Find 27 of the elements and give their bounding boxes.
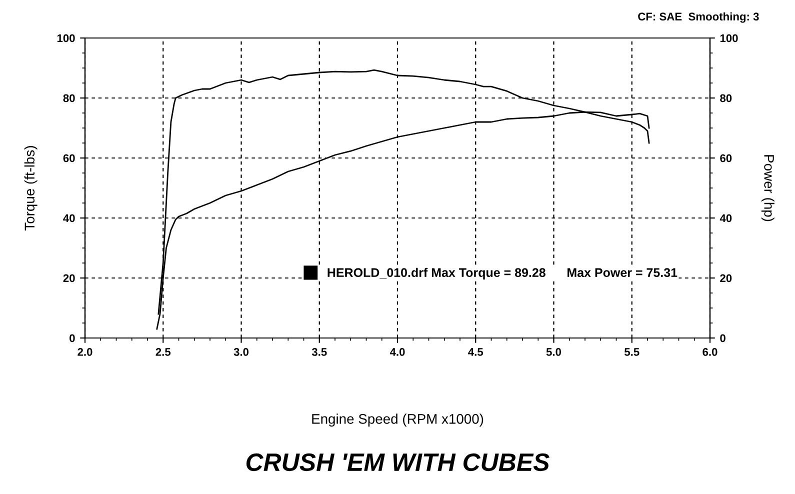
x-tick-label: 2.0	[78, 348, 92, 356]
x-tick-label: 3.5	[312, 348, 327, 356]
x-axis-title: Engine Speed (RPM x1000)	[312, 414, 484, 427]
x-tick-label: 2.5	[156, 348, 171, 356]
y2-tick-label: 60	[720, 154, 732, 162]
y2-tick-label: 100	[720, 34, 738, 42]
text: CF: SAE Smoothing: 3	[638, 12, 759, 23]
y-tick-label: 80	[63, 94, 75, 102]
text: CRUSH 'EM WITH CUBES	[246, 453, 550, 472]
x-tick-label: 5.0	[546, 348, 562, 356]
y-tick-label: 20	[63, 274, 75, 282]
y-tick-label: 0	[70, 334, 75, 342]
y2-axis-title: Power (hp)	[761, 155, 774, 222]
y-tick-label: 40	[63, 214, 75, 222]
y2-tick-label: 20	[720, 274, 732, 282]
x-tick-label: 4.0	[390, 348, 405, 356]
y-tick-label: 100	[57, 34, 75, 42]
x-tick-label: 3.0	[234, 348, 249, 356]
x-tick-label: 6.0	[702, 348, 718, 356]
y2-tick-label: 80	[720, 94, 732, 102]
y2-tick-label: 40	[720, 214, 732, 222]
y-tick-label: 60	[63, 154, 75, 162]
x-tick-label: 4.5	[468, 348, 484, 356]
x-tick-label: 5.5	[624, 348, 640, 356]
y2-tick-label: 0	[720, 334, 726, 342]
y-axis-title: Torque (ft-lbs)	[24, 146, 38, 231]
legend-label: HEROLD_010.drf Max Torque = 89.28 Max Power = 75.31	[328, 268, 678, 280]
